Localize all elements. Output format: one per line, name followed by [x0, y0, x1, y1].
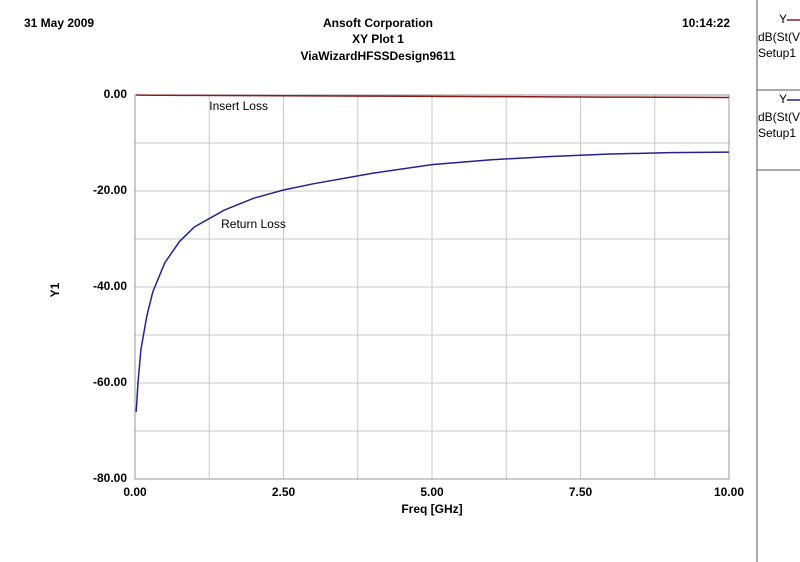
annotation: Insert Loss [209, 99, 268, 113]
legend-prefix: Y [779, 12, 787, 26]
y-tick-label: -60.00 [93, 375, 127, 389]
legend-setup: Setup1 [758, 46, 796, 60]
x-tick-label: 10.00 [714, 485, 744, 499]
legend-entry: dB(St(V [758, 30, 800, 44]
annotation: Return Loss [221, 217, 286, 231]
y-tick-label: -20.00 [93, 183, 127, 197]
y-tick-label: -80.00 [93, 471, 127, 485]
legend-entry: dB(St(V [758, 110, 800, 124]
y-tick-label: 0.00 [104, 87, 128, 101]
x-axis-label: Freq [GHz] [401, 502, 462, 516]
legend-setup: Setup1 [758, 126, 796, 140]
x-tick-label: 2.50 [272, 485, 296, 499]
y-axis-label: Y1 [48, 282, 62, 297]
x-tick-label: 0.00 [123, 485, 147, 499]
x-tick-label: 7.50 [569, 485, 593, 499]
plot-border [134, 94, 730, 480]
line [135, 151, 730, 412]
y-tick-label: -40.00 [93, 279, 127, 293]
legend-prefix: Y [779, 92, 787, 106]
time: 10:14:22 [682, 16, 730, 30]
legend: YdB(St(V Setup1 YdB(St(V Setup1 [758, 12, 800, 140]
company: Ansoft Corporation [323, 16, 433, 30]
chart-title: XY Plot 1 [352, 32, 404, 46]
date: 31 May 2009 [24, 16, 94, 30]
x-tick-label: 5.00 [420, 485, 444, 499]
chart-subtitle: ViaWizardHFSSDesign9611 [300, 49, 455, 63]
line [136, 94, 730, 99]
